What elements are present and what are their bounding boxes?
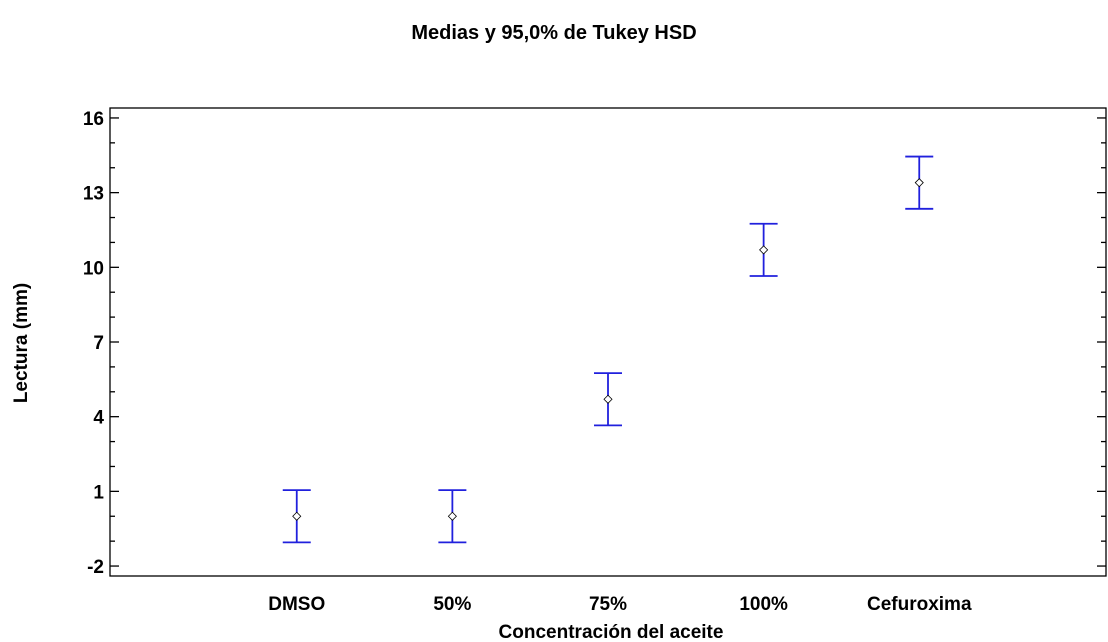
mean-marker: [603, 394, 613, 404]
interval-cefuroxima: [905, 155, 934, 210]
plot-frame: [109, 107, 1107, 577]
y-tick-label: 7: [93, 333, 104, 354]
y-axis-label: Lectura (mm): [11, 283, 32, 403]
x-axis: DMSO 50% 75% 100% Cefuroxima: [268, 594, 972, 615]
y-axis: -2 1 4 7 10 13 16: [83, 109, 1106, 578]
y-tick-label: -2: [87, 557, 104, 578]
x-axis-label: Concentración del aceite: [499, 622, 724, 642]
y-tick-label: 16: [83, 109, 104, 130]
interval-50pct: [438, 489, 467, 544]
chart-title: Medias y 95,0% de Tukey HSD: [411, 22, 696, 44]
x-tick-label: 50%: [433, 594, 471, 615]
y-tick-label: 13: [83, 184, 104, 205]
x-tick-label: 75%: [589, 594, 627, 615]
interval-series: [282, 155, 934, 544]
mean-marker: [292, 511, 302, 521]
x-tick-label: DMSO: [268, 594, 325, 615]
mean-marker: [447, 511, 457, 521]
interval-dmso: [282, 489, 311, 544]
y-tick-label: 1: [93, 482, 104, 503]
x-tick-label: 100%: [739, 594, 788, 615]
interval-75pct: [594, 372, 622, 427]
mean-marker: [914, 178, 924, 188]
mean-marker: [759, 245, 769, 255]
interval-100pct: [749, 222, 778, 277]
y-tick-label: 10: [83, 258, 104, 279]
x-tick-label: Cefuroxima: [867, 594, 972, 615]
y-tick-label: 4: [93, 408, 104, 429]
